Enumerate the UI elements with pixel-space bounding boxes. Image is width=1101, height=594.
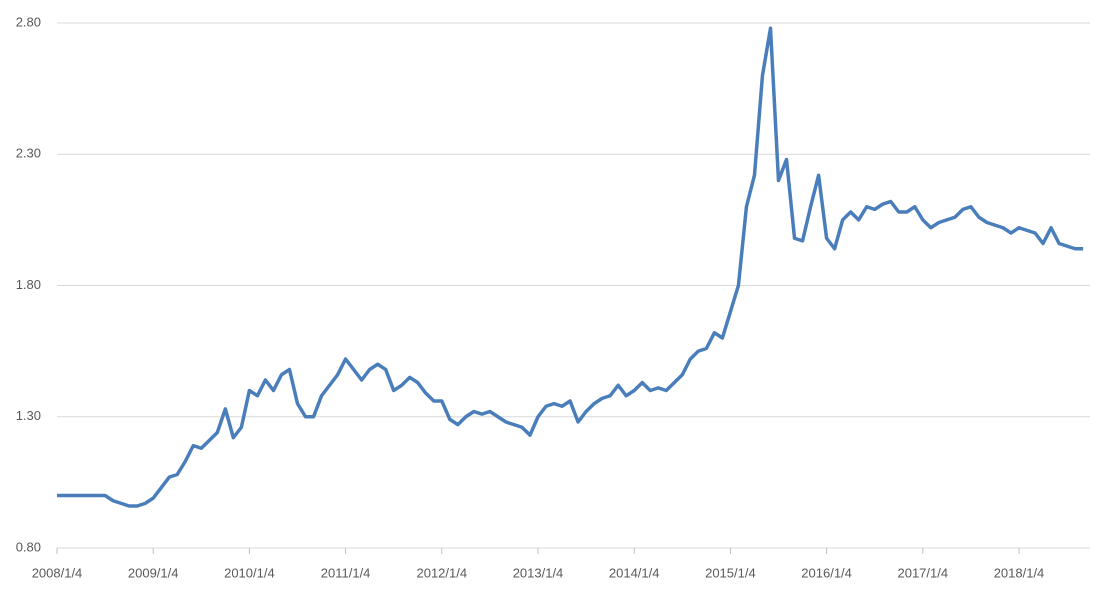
y-tick-label: 2.30 — [16, 146, 41, 161]
x-tick-label: 2015/1/4 — [705, 565, 756, 580]
x-tick-label: 2014/1/4 — [609, 565, 660, 580]
x-tick-label: 2012/1/4 — [416, 565, 467, 580]
line-series — [57, 26, 1084, 508]
x-tick-label: 2016/1/4 — [801, 565, 852, 580]
y-tick-label: 0.80 — [16, 539, 41, 554]
x-tick-label: 2011/1/4 — [321, 565, 371, 580]
x-tick-label: 2013/1/4 — [513, 565, 564, 580]
x-tick-label: 2010/1/4 — [224, 565, 275, 580]
x-tick-label: 2017/1/4 — [897, 565, 948, 580]
x-tick-label: 2008/1/4 — [32, 565, 83, 580]
x-tick-label: 2009/1/4 — [128, 565, 179, 580]
y-tick-label: 1.30 — [16, 408, 41, 423]
y-tick-label: 1.80 — [16, 277, 41, 292]
x-tick-label: 2018/1/4 — [994, 565, 1045, 580]
y-tick-label: 2.80 — [16, 14, 41, 29]
